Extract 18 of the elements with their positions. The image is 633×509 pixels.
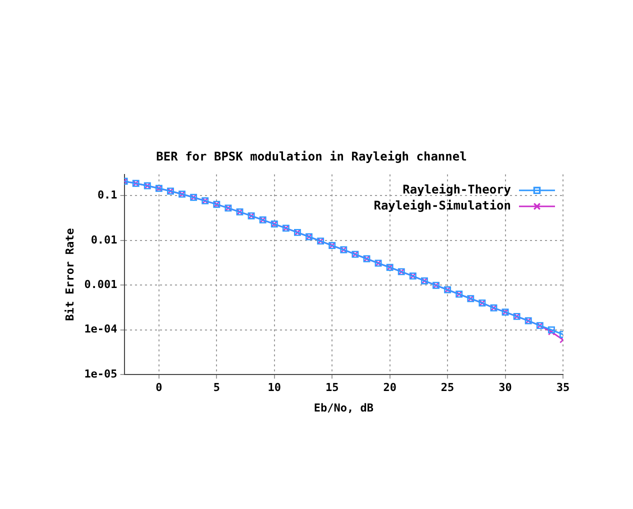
legend-label: Rayleigh-Simulation [374, 198, 511, 213]
y-tick-label: 1e-05 [84, 367, 118, 380]
x-tick-label: 25 [440, 381, 454, 394]
x-tick-label: 35 [556, 381, 570, 394]
y-tick-label: 1e-04 [84, 322, 118, 336]
x-tick-label: 30 [498, 381, 512, 394]
x-axis-title: Eb/No, dB [314, 401, 374, 414]
chart-title: BER for BPSK modulation in Rayleigh channel [156, 149, 467, 164]
y-tick-label: 0.01 [90, 233, 118, 246]
y-tick-label: 0.001 [84, 278, 118, 292]
x-tick-label: 15 [325, 381, 339, 394]
y-tick-label: 0.1 [97, 188, 118, 202]
x-tick-label: 5 [213, 381, 220, 394]
x-tick-label: 20 [383, 381, 396, 394]
x-tick-label: 10 [268, 381, 282, 394]
x-tick-label: 0 [156, 381, 162, 394]
legend-label: Rayleigh-Theory [402, 182, 511, 197]
y-axis-title: Bit Error Rate [63, 228, 76, 321]
